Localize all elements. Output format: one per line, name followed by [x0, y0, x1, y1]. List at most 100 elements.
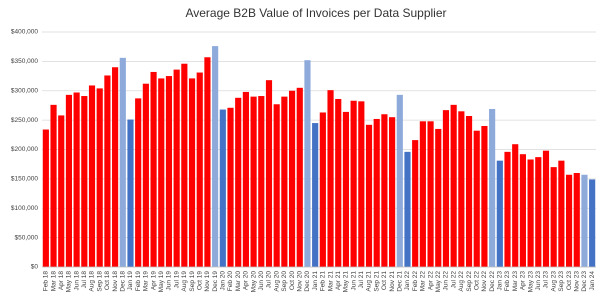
bar [365, 124, 373, 267]
x-tick-label: Jun 23 [535, 271, 542, 291]
x-tick-label: Aug 19 [181, 271, 188, 292]
bar [212, 46, 219, 267]
bar [450, 104, 457, 267]
bar [412, 140, 419, 267]
x-tick-label: Oct 22 [473, 271, 480, 291]
x-tick-label: Apr 20 [243, 271, 250, 291]
bar [96, 88, 103, 268]
x-tick-label: Oct 19 [196, 271, 203, 291]
bar [504, 151, 511, 267]
bar [296, 87, 303, 267]
bar [265, 80, 273, 267]
x-tick-label: Mar 21 [327, 271, 334, 292]
x-tick-label: Apr 18 [58, 271, 65, 291]
bar [242, 91, 249, 267]
bar [88, 85, 96, 268]
x-tick-label: Feb 22 [412, 271, 419, 292]
x-tick-label: Mar 22 [420, 271, 427, 292]
bar [335, 98, 342, 267]
x-tick-label: Mar 20 [235, 271, 242, 292]
x-tick-label: Dec 23 [581, 271, 588, 292]
bar [188, 78, 196, 267]
x-tick-label: Jan 22 [404, 271, 411, 291]
bar [65, 94, 73, 267]
x-tick-label: Jan 23 [497, 271, 504, 291]
x-tick-label: Mar 18 [50, 271, 57, 292]
x-tick-label: Feb 21 [320, 271, 327, 292]
bar [81, 96, 88, 267]
bar [58, 115, 65, 267]
x-tick-label: Apr 19 [150, 271, 157, 291]
bar [558, 160, 565, 267]
y-tick-label: $200,000 [11, 146, 38, 153]
bar [458, 111, 465, 267]
bar [404, 151, 411, 267]
x-tick-label: Jan 19 [127, 271, 134, 291]
bar [258, 96, 265, 267]
bar [427, 121, 434, 267]
bar [589, 179, 596, 267]
bar [219, 109, 226, 267]
bar [350, 100, 357, 267]
y-tick-label: $350,000 [11, 58, 38, 65]
x-tick-label: Dec 20 [304, 271, 311, 292]
x-tick-label: Oct 18 [104, 271, 111, 291]
bar [342, 111, 350, 268]
bar [481, 126, 488, 267]
bar [112, 67, 119, 267]
x-tick-label: Jun 18 [73, 271, 80, 291]
bar [573, 173, 580, 267]
bar [489, 108, 496, 268]
x-tick-label: Aug 18 [89, 271, 96, 292]
x-tick-label: Aug 21 [366, 271, 373, 292]
bar [519, 154, 526, 267]
bar [250, 96, 257, 267]
bar [542, 150, 550, 267]
y-tick-label: $300,000 [11, 87, 38, 94]
x-tick-label: Jan 21 [312, 271, 319, 291]
bar [358, 101, 365, 267]
x-tick-label: Jul 18 [81, 271, 88, 289]
bar [304, 60, 311, 268]
bar [312, 123, 319, 267]
bar [496, 160, 503, 267]
bar [127, 119, 134, 267]
x-tick-label: Mar 19 [143, 271, 150, 292]
x-tick-label: Nov 23 [573, 271, 580, 292]
bar [581, 174, 588, 267]
x-tick-label: Feb 18 [43, 271, 50, 292]
x-tick-label: Nov 20 [296, 271, 303, 292]
bar [119, 57, 126, 267]
x-tick-label: Aug 20 [273, 271, 280, 292]
x-tick-label: Nov 18 [112, 271, 119, 292]
x-tick-label: Aug 23 [550, 271, 557, 292]
bar [419, 121, 426, 267]
x-tick-label: Aug 22 [458, 271, 465, 292]
x-tick-label: Dec 22 [489, 271, 496, 292]
bar [50, 104, 57, 267]
bar [158, 78, 165, 267]
x-tick-label: Sep 19 [189, 271, 196, 292]
x-tick-label: Mar 23 [512, 271, 519, 292]
y-tick-label: $150,000 [11, 176, 38, 183]
x-tick-label: Feb 23 [504, 271, 511, 292]
x-tick-label: May 22 [435, 271, 442, 293]
bar [381, 114, 388, 267]
x-tick-label: May 21 [343, 271, 350, 293]
bar [535, 157, 542, 267]
bar [512, 144, 519, 267]
x-tick-label: Apr 22 [427, 271, 434, 291]
y-tick-label: $100,000 [11, 205, 38, 212]
x-tick-label: Nov 22 [481, 271, 488, 292]
x-tick-label: Feb 19 [135, 271, 142, 292]
x-tick-label: Nov 19 [204, 271, 211, 292]
x-tick-label: Dec 18 [120, 271, 127, 292]
x-tick-label: Jul 21 [358, 271, 365, 289]
x-tick-label: Oct 20 [289, 271, 296, 291]
chart-title: Average B2B Value of Invoices per Data S… [185, 6, 446, 20]
x-tick-label: May 19 [158, 271, 165, 293]
bar [165, 76, 173, 267]
x-tick-label: May 18 [66, 271, 73, 293]
x-tick-label: Dec 19 [212, 271, 219, 292]
x-tick-label: Jul 19 [173, 271, 180, 289]
